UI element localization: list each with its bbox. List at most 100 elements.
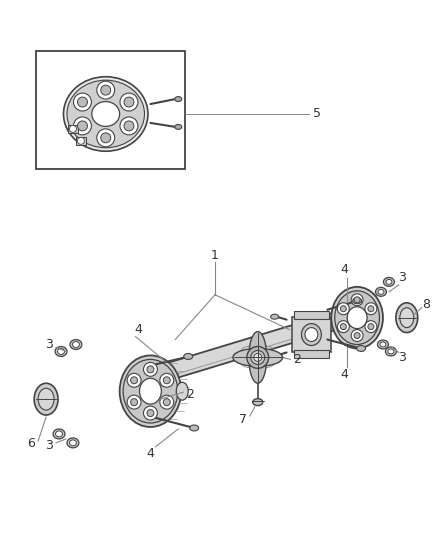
Ellipse shape: [396, 303, 418, 333]
Circle shape: [131, 399, 138, 406]
Ellipse shape: [53, 429, 65, 439]
Text: 8: 8: [422, 298, 430, 311]
Ellipse shape: [357, 345, 366, 351]
Bar: [293, 311, 329, 319]
Circle shape: [97, 81, 115, 99]
Ellipse shape: [184, 353, 193, 359]
Circle shape: [74, 93, 92, 111]
Text: 3: 3: [398, 271, 406, 285]
Ellipse shape: [375, 287, 386, 296]
Ellipse shape: [64, 77, 148, 151]
Circle shape: [101, 133, 111, 143]
Circle shape: [127, 373, 141, 387]
Circle shape: [340, 324, 346, 329]
Bar: [36, 51, 185, 168]
Ellipse shape: [305, 328, 318, 342]
Circle shape: [340, 306, 346, 312]
Text: 2: 2: [293, 353, 301, 366]
Bar: [293, 351, 329, 358]
Circle shape: [368, 324, 374, 329]
Ellipse shape: [353, 298, 362, 304]
Ellipse shape: [347, 307, 367, 329]
Ellipse shape: [67, 438, 79, 448]
Bar: [68, 125, 78, 133]
Ellipse shape: [56, 431, 63, 437]
Circle shape: [144, 362, 157, 376]
Text: 2: 2: [186, 387, 194, 401]
Circle shape: [160, 395, 174, 409]
Circle shape: [78, 121, 88, 131]
Circle shape: [127, 395, 141, 409]
Ellipse shape: [190, 425, 198, 431]
Ellipse shape: [34, 383, 58, 415]
Circle shape: [124, 97, 134, 107]
Ellipse shape: [72, 342, 79, 348]
Circle shape: [160, 373, 174, 387]
Circle shape: [163, 399, 170, 406]
Ellipse shape: [55, 346, 67, 357]
Circle shape: [147, 366, 154, 373]
Circle shape: [120, 93, 138, 111]
Ellipse shape: [254, 353, 262, 361]
Ellipse shape: [233, 349, 283, 366]
Ellipse shape: [92, 102, 120, 126]
Text: 3: 3: [398, 351, 406, 364]
Text: 1: 1: [211, 248, 219, 262]
Bar: [292, 317, 331, 352]
Bar: [76, 137, 86, 145]
Ellipse shape: [378, 340, 389, 349]
Circle shape: [78, 138, 85, 144]
Circle shape: [101, 85, 111, 95]
Ellipse shape: [301, 324, 321, 345]
Circle shape: [351, 294, 363, 306]
Circle shape: [351, 329, 363, 342]
Ellipse shape: [70, 340, 82, 350]
Text: 4: 4: [340, 263, 348, 277]
Circle shape: [337, 303, 350, 314]
Text: 4: 4: [340, 368, 348, 381]
Ellipse shape: [247, 346, 268, 368]
Ellipse shape: [38, 388, 54, 410]
Text: 4: 4: [134, 323, 142, 336]
Ellipse shape: [268, 355, 276, 360]
Ellipse shape: [175, 124, 182, 130]
Text: 7: 7: [239, 413, 247, 425]
Circle shape: [365, 303, 377, 314]
Ellipse shape: [380, 342, 386, 347]
Ellipse shape: [253, 399, 263, 406]
Circle shape: [147, 409, 154, 417]
Text: 4: 4: [146, 447, 154, 461]
Circle shape: [337, 321, 350, 333]
Ellipse shape: [249, 332, 267, 383]
Ellipse shape: [67, 80, 145, 148]
Circle shape: [120, 117, 138, 135]
Ellipse shape: [331, 287, 383, 349]
Text: 5: 5: [313, 108, 321, 120]
Text: 3: 3: [45, 439, 53, 453]
Ellipse shape: [385, 347, 396, 356]
Circle shape: [365, 321, 377, 333]
Ellipse shape: [70, 440, 76, 446]
Ellipse shape: [386, 279, 392, 285]
Circle shape: [97, 129, 115, 147]
Polygon shape: [155, 305, 357, 384]
Circle shape: [163, 377, 170, 384]
Circle shape: [354, 297, 360, 303]
Text: 3: 3: [45, 338, 53, 351]
Circle shape: [354, 333, 360, 338]
Ellipse shape: [123, 359, 178, 423]
Ellipse shape: [57, 349, 64, 354]
Ellipse shape: [140, 378, 161, 404]
Ellipse shape: [388, 349, 394, 354]
Circle shape: [144, 406, 157, 420]
Circle shape: [124, 121, 134, 131]
Ellipse shape: [251, 351, 265, 365]
Ellipse shape: [383, 278, 394, 286]
Ellipse shape: [175, 96, 182, 102]
Ellipse shape: [400, 308, 414, 328]
Text: 6: 6: [27, 438, 35, 450]
Circle shape: [78, 97, 88, 107]
Circle shape: [368, 306, 374, 312]
Ellipse shape: [271, 314, 279, 319]
Circle shape: [70, 125, 76, 132]
